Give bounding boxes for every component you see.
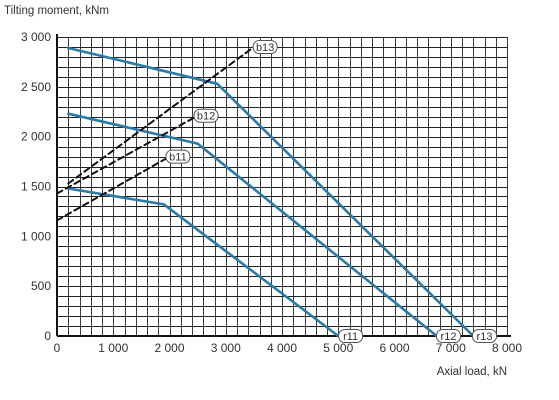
- y-tick-label: 1 000: [21, 229, 51, 243]
- series-tag-box: [338, 329, 364, 343]
- series-tag-text: r13: [477, 331, 493, 343]
- x-tick-label: 5 000: [323, 341, 353, 355]
- y-tick-label: 0: [44, 329, 51, 343]
- plot-area: [57, 37, 507, 336]
- series-tag-box: [252, 39, 278, 54]
- x-tick-label: 3 000: [211, 341, 241, 355]
- series-tag-b11: b11: [165, 149, 191, 164]
- series-line-r13: [67, 46, 475, 338]
- grid: [57, 37, 508, 337]
- series-tag-text: b12: [197, 111, 215, 123]
- series-tag-r11: r11: [338, 329, 364, 343]
- x-tick-label: 2 000: [154, 341, 184, 355]
- x-axis-title: Axial load, kN: [437, 366, 507, 378]
- series-line-b11: [56, 155, 171, 222]
- series-line-b12: [56, 114, 199, 195]
- series-tag-r12: r12: [436, 329, 461, 343]
- series-tag-b12: b12: [193, 108, 219, 123]
- x-tick-label: 0: [54, 341, 61, 355]
- series-tag-box: [193, 108, 219, 123]
- axes: 0 1 000 2 000 3 000 4 000 5 000 6 000 7 000 8 00…: [21, 30, 522, 355]
- series-tag-text: b11: [169, 152, 187, 164]
- y-tick-label: 2 500: [21, 80, 51, 94]
- y-tick-label: 3 000: [21, 30, 51, 44]
- x-tick-label: 4 000: [267, 341, 297, 355]
- y-tick-label: 500: [31, 279, 51, 293]
- series-line-r11: [67, 187, 340, 338]
- series-tag-b13: b13: [252, 39, 278, 54]
- series-tag-box: [436, 329, 461, 343]
- x-tick-label: 8 000: [492, 341, 522, 355]
- y-tick-label: 1 500: [21, 180, 51, 194]
- x-tick-label: 6 000: [379, 341, 409, 355]
- x-tick-label: 1 000: [98, 341, 128, 355]
- series-tag-text: b13: [256, 42, 274, 54]
- series-tag-text: r11: [343, 331, 358, 343]
- series-tag-box: [165, 149, 191, 164]
- series-tag-text: r12: [441, 331, 457, 343]
- series-line-b13: [67, 46, 255, 185]
- series: [56, 46, 475, 338]
- y-axis-title: Tilting moment, kNm: [4, 5, 109, 17]
- series-tag-r13: r13: [472, 329, 497, 343]
- x-tick-label: 7 000: [436, 341, 466, 355]
- y-tick-label: 2 000: [21, 130, 51, 144]
- series-tag-box: [472, 329, 497, 343]
- series-line-r12: [67, 112, 439, 338]
- series-labels: r11 r12 r13 b11 b12 b13: [165, 39, 497, 343]
